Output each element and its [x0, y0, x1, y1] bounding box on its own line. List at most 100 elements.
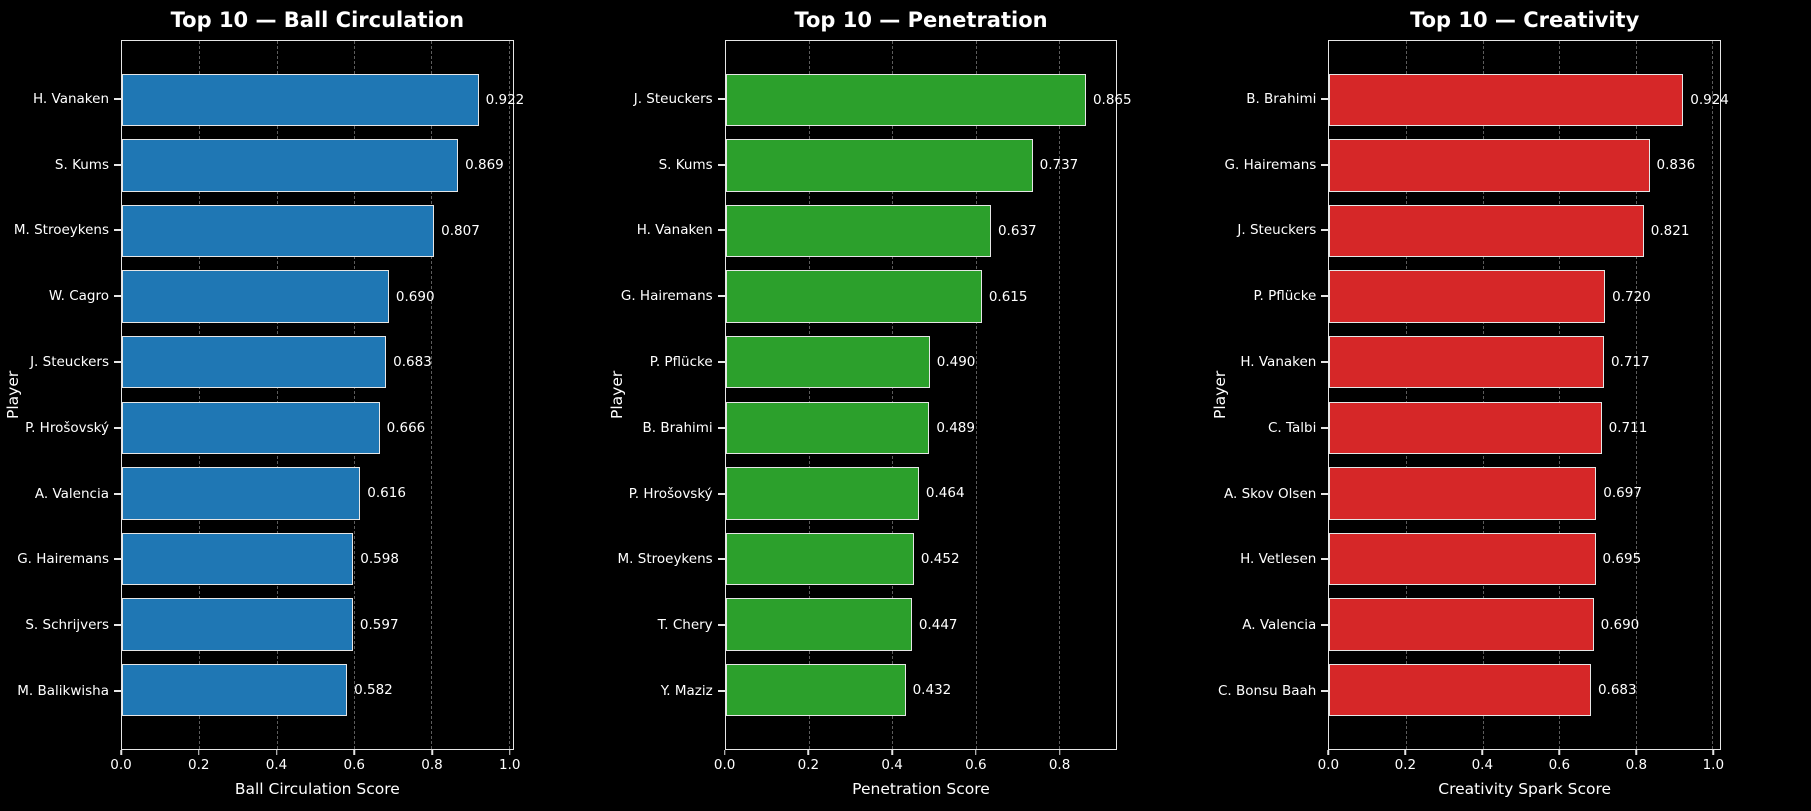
y-tick-mark [114, 690, 121, 693]
bar-value-label: 0.836 [1656, 157, 1696, 174]
bar-row: 0.683 [1329, 657, 1720, 723]
x-tick-label: 0.8 [421, 757, 443, 773]
y-tick: C. Talbi [1233, 395, 1329, 461]
bar-value-label: 0.865 [1092, 91, 1132, 108]
x-tick-label: 0.2 [797, 757, 820, 773]
bar-row: 0.711 [1329, 395, 1720, 461]
bar-value-label: 0.582 [354, 682, 393, 699]
y-tick: C. Bonsu Baah [1218, 658, 1329, 724]
y-tick-mark [114, 295, 121, 298]
gridline [1712, 41, 1714, 749]
gridline [1559, 41, 1561, 749]
bar-value-label: 0.922 [485, 91, 525, 108]
x-tick-label: 0.8 [1048, 757, 1071, 773]
y-tick-mark [717, 426, 725, 429]
bar-value-label: 0.637 [997, 222, 1037, 239]
y-tick-mark [114, 163, 121, 166]
y-axis-label: Player [4, 370, 22, 420]
y-tick-mark [717, 558, 725, 561]
y-tick-mark [114, 492, 121, 495]
plot-area: 0.924 0.836 0.821 0.720 0.717 0.711 0.697 0.695… [1328, 40, 1729, 750]
bar-value-label: 0.821 [1650, 222, 1690, 239]
bar-row: 0.807 [122, 198, 513, 264]
bar [122, 73, 479, 127]
x-tick-label: 0.4 [265, 757, 288, 773]
player-label: P. Hrošovský [25, 419, 109, 436]
player-label: G. Hairemans [17, 551, 109, 568]
y-tick: P. Pflücke [630, 329, 725, 395]
bar [725, 663, 906, 717]
bar [1329, 467, 1597, 520]
gridline [354, 41, 356, 749]
bar-value-label: 0.666 [386, 419, 426, 436]
x-tick-label: 0.0 [110, 757, 132, 773]
bars-container: 0.922 0.869 0.807 0.690 0.683 0.666 0.616 0.598… [122, 41, 524, 749]
player-label: B. Brahimi [1246, 90, 1317, 107]
bar-row: 0.836 [1329, 133, 1720, 199]
player-label: M. Stroeykens [617, 551, 713, 568]
player-label: S. Kums [658, 156, 713, 173]
bar [725, 335, 930, 389]
bar-row: 0.922 [122, 67, 524, 133]
y-tick-mark [717, 163, 725, 166]
bar [1329, 204, 1644, 258]
bar-row: 0.447 [725, 592, 1117, 658]
x-tick-label: 0.4 [1471, 757, 1494, 773]
player-label: A. Valencia [1242, 617, 1317, 634]
y-tick: S. Schrijvers [25, 592, 121, 658]
x-tick-label: 0.6 [343, 757, 366, 773]
y-tick-mark [114, 97, 121, 100]
x-tick-mark [509, 750, 511, 755]
bar-value-label: 0.615 [988, 288, 1028, 305]
player-label: M. Stroeykens [13, 222, 109, 239]
plot-area: 0.865 0.737 0.637 0.615 0.490 0.489 0.464 0.452… [724, 40, 1132, 750]
y-tick: S. Kums [630, 132, 725, 198]
player-label: A. Skov Olsen [1224, 485, 1317, 502]
y-tick-mark [717, 229, 725, 232]
y-axis-label: Player [607, 370, 626, 420]
y-tick-mark [717, 97, 725, 100]
gridline [1482, 41, 1484, 749]
player-label: M. Balikwisha [17, 683, 109, 700]
bar [122, 401, 380, 454]
player-label: Y. Maziz [660, 683, 713, 700]
y-tick-mark [717, 690, 725, 693]
chart-panel-2: Top 10 — Penetration Player J. Steuckers… [604, 0, 1208, 811]
bar-row: 0.697 [1329, 461, 1720, 527]
chart-title: Top 10 — Creativity [1410, 8, 1640, 32]
chart-panel-3: Top 10 — Creativity Player B. Brahimi G. … [1207, 0, 1811, 811]
x-tick-mark [975, 750, 977, 755]
bar-row: 0.717 [1329, 329, 1720, 395]
bar-value-label: 0.711 [1608, 419, 1648, 436]
gridline [1058, 41, 1060, 749]
bar [1329, 598, 1594, 651]
player-label: S. Schrijvers [25, 617, 109, 634]
gridline [508, 41, 510, 749]
y-tick: P. Hrošovský [25, 395, 121, 461]
plot-area: 0.922 0.869 0.807 0.690 0.683 0.666 0.616 0.598… [121, 40, 524, 750]
bar [1329, 401, 1602, 454]
bar [725, 270, 982, 323]
bar-value-label: 0.807 [441, 222, 480, 239]
x-tick-mark [1558, 750, 1561, 755]
y-tick-mark [114, 229, 121, 232]
x-tick-mark [275, 750, 278, 755]
bar-value-label: 0.690 [1600, 616, 1640, 633]
y-tick-mark [1321, 361, 1329, 364]
y-axis-label: Player [1211, 370, 1230, 420]
x-tick-label: 1.0 [499, 757, 521, 773]
y-tick: A. Skov Olsen [1224, 461, 1329, 527]
player-label: P. Pflücke [1253, 288, 1317, 305]
gridline [431, 41, 433, 749]
bar-value-label: 0.597 [359, 616, 399, 633]
gridline [975, 41, 977, 749]
y-tick-mark [1321, 690, 1329, 693]
bar [122, 467, 361, 520]
y-tick-mark [1321, 624, 1329, 627]
player-label: S. Kums [54, 156, 109, 173]
bar-row: 0.615 [725, 264, 1117, 330]
x-tick-mark [807, 750, 810, 755]
y-tick-mark [1321, 426, 1329, 429]
x-tick-mark [1712, 750, 1715, 755]
